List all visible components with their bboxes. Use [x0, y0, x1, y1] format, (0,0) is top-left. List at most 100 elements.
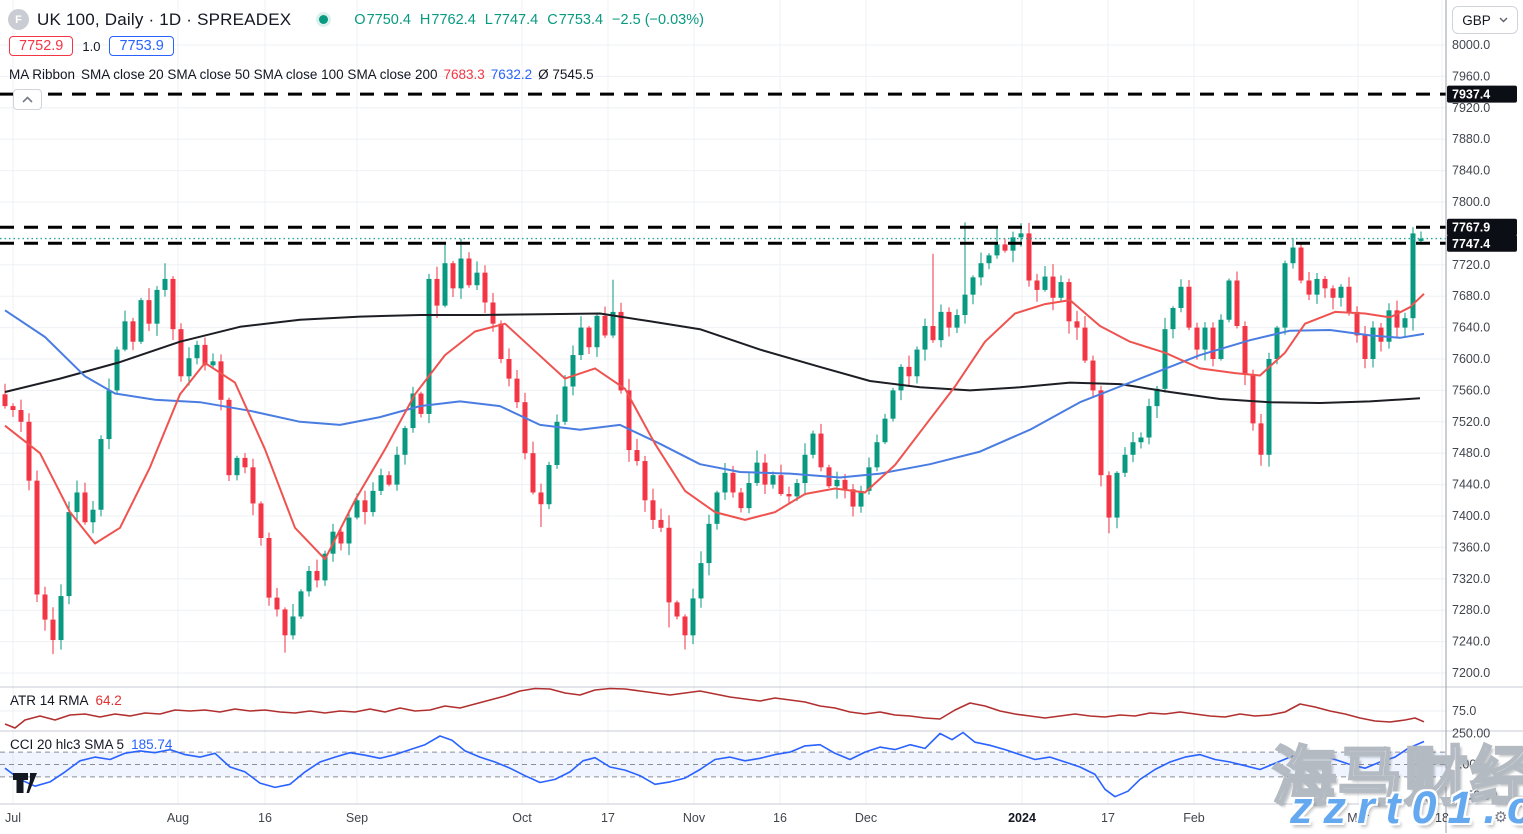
currency-selector[interactable]: GBP: [1452, 6, 1518, 34]
candle-body: [594, 315, 600, 348]
price-tick-label: 7520.0: [1452, 415, 1490, 429]
candle-body: [1018, 233, 1024, 238]
price-tick-label: 7440.0: [1452, 478, 1490, 492]
price-tick-label: 7280.0: [1452, 603, 1490, 617]
time-tick-label: 17: [1101, 811, 1115, 825]
ma-ribbon-value-blue: 7632.2: [490, 67, 533, 82]
candle-body: [850, 489, 856, 507]
ma-ribbon-name: MA Ribbon: [9, 67, 76, 82]
candle-body: [786, 494, 792, 497]
candle-body: [882, 418, 888, 443]
candle-body: [162, 278, 168, 290]
change-value: −2.5 (−0.03%): [612, 11, 704, 28]
price-tick-label: 7240.0: [1452, 635, 1490, 649]
candle-body: [1234, 280, 1240, 327]
spread-value: 1.0: [82, 38, 101, 54]
candle-body: [82, 492, 88, 523]
time-tick-label: Mar: [1347, 811, 1369, 825]
candle-body: [642, 461, 648, 501]
candle-body: [946, 311, 952, 328]
candle-body: [610, 311, 616, 336]
time-tick-label: Sep: [346, 811, 368, 825]
candle-body: [1346, 286, 1352, 312]
collapse-pane-button[interactable]: [13, 89, 42, 110]
price-tick-label: 7320.0: [1452, 572, 1490, 586]
candle-body: [1098, 390, 1104, 476]
atr-indicator-legend[interactable]: ATR 14 RMA 64.2: [10, 693, 122, 708]
watermark-cjk: 海马财经: [1271, 740, 1523, 815]
candle-body: [234, 457, 240, 476]
candle-body: [1418, 238, 1424, 241]
candle-body: [698, 563, 704, 599]
cci-tick-label: 0.00: [1452, 758, 1476, 772]
candle-body: [58, 596, 64, 641]
candle-body: [1394, 310, 1400, 328]
close-value: 7753.4: [558, 11, 604, 28]
candle-body: [170, 278, 176, 330]
time-tick-label: Aug: [167, 811, 189, 825]
bid-button[interactable]: 7752.9: [9, 36, 74, 56]
candle-body: [1114, 472, 1120, 518]
high-label: H: [419, 11, 431, 28]
candle-body: [834, 479, 840, 487]
cci-indicator-legend[interactable]: CCI 20 hlc3 SMA 5 185.74: [10, 737, 172, 752]
candle-body: [986, 255, 992, 264]
candle-body: [1354, 311, 1360, 336]
candle-body: [66, 512, 72, 597]
candle-body: [466, 258, 472, 286]
candle-body: [1330, 288, 1336, 298]
candle-body: [914, 349, 920, 377]
candle-body: [618, 311, 624, 391]
ask-button[interactable]: 7753.9: [109, 36, 174, 56]
candle-body: [1034, 280, 1040, 290]
candle-body: [90, 509, 96, 523]
candle-body: [1282, 263, 1288, 328]
candle-body: [674, 602, 680, 617]
candle-body: [1290, 247, 1296, 264]
candle-body: [386, 475, 392, 485]
candle-body: [634, 450, 640, 462]
ma-ribbon-legend[interactable]: MA Ribbon SMA close 20 SMA close 50 SMA …: [9, 67, 594, 82]
candle-body: [866, 467, 872, 491]
candle-body: [10, 406, 16, 411]
candle-body: [1410, 233, 1416, 319]
price-tick-label: 7200.0: [1452, 666, 1490, 680]
candle-body: [690, 598, 696, 636]
timezone-settings-gear-icon[interactable]: ⚙: [1494, 809, 1508, 826]
candle-body: [1146, 406, 1152, 438]
candle-body: [562, 386, 568, 422]
time-tick-label: Nov: [683, 811, 706, 825]
candle-body: [1042, 276, 1048, 290]
candle-body: [578, 327, 584, 356]
candle-body: [770, 475, 776, 485]
price-tick-label: 7920.0: [1452, 101, 1490, 115]
candle-body: [1026, 233, 1032, 281]
ma-ribbon-value-avg: Ø 7545.5: [538, 67, 594, 82]
candle-body: [122, 321, 128, 350]
candle-body: [722, 472, 728, 493]
price-tick-label: 7840.0: [1452, 164, 1490, 178]
candle-body: [490, 302, 496, 324]
candle-body: [1090, 360, 1096, 391]
candle-body: [410, 393, 416, 429]
candle-body: [42, 594, 48, 620]
candle-body: [290, 616, 296, 636]
candle-body: [242, 457, 248, 468]
high-value: 7762.4: [431, 11, 476, 28]
time-tick-label: Jul: [5, 811, 21, 825]
candle-body: [1386, 310, 1392, 342]
cci-line: [4, 731, 1425, 798]
candle-body: [378, 475, 384, 491]
symbol-title[interactable]: UK 100, Daily · 1D · SPREADEX: [37, 9, 292, 29]
candle-body: [418, 393, 424, 414]
candle-body: [842, 479, 848, 490]
tradingview-logo[interactable]: [12, 771, 44, 800]
candle-body: [930, 326, 936, 341]
candle-body: [18, 410, 24, 422]
price-tick-label: 7600.0: [1452, 352, 1490, 366]
candle-body: [858, 490, 864, 507]
price-level-badge: [1447, 218, 1517, 236]
candle-body: [586, 327, 592, 348]
candle-body: [1402, 318, 1408, 328]
